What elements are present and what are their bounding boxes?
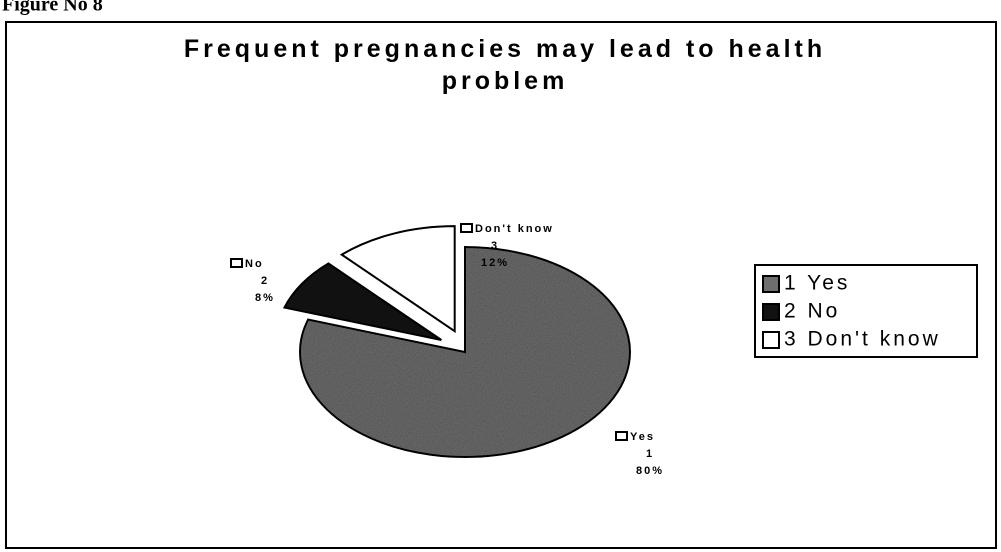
legend-swatch xyxy=(762,331,780,349)
data-label-code: 1 xyxy=(646,448,654,460)
legend-label: 3 Don't know xyxy=(784,328,941,351)
data-label-code: 3 xyxy=(491,240,499,252)
data-label-code: 2 xyxy=(261,275,269,287)
legend-label: 2 No xyxy=(784,300,840,323)
data-label-name: No xyxy=(245,258,264,270)
data-label-value: 8% xyxy=(255,292,275,304)
data-label-name: Don't know xyxy=(475,223,554,235)
legend-swatch xyxy=(762,275,780,293)
legend-swatch xyxy=(762,303,780,321)
figure-label: Figure No 8 xyxy=(2,0,103,16)
pie-slice xyxy=(299,245,631,458)
data-label-value: 80% xyxy=(636,465,664,477)
chart-title: Frequent pregnancies may lead to health p… xyxy=(184,35,826,95)
data-label-name: Yes xyxy=(630,431,655,443)
data-label-swatch xyxy=(460,223,473,233)
chart-frame xyxy=(5,21,997,549)
data-label-value: 12% xyxy=(481,257,509,269)
data-label-swatch xyxy=(230,258,243,268)
legend-box xyxy=(754,264,978,358)
pie-slice xyxy=(282,262,442,341)
legend-label: 1 Yes xyxy=(784,272,850,295)
pie-slice xyxy=(339,225,456,334)
data-label-swatch xyxy=(615,431,628,441)
